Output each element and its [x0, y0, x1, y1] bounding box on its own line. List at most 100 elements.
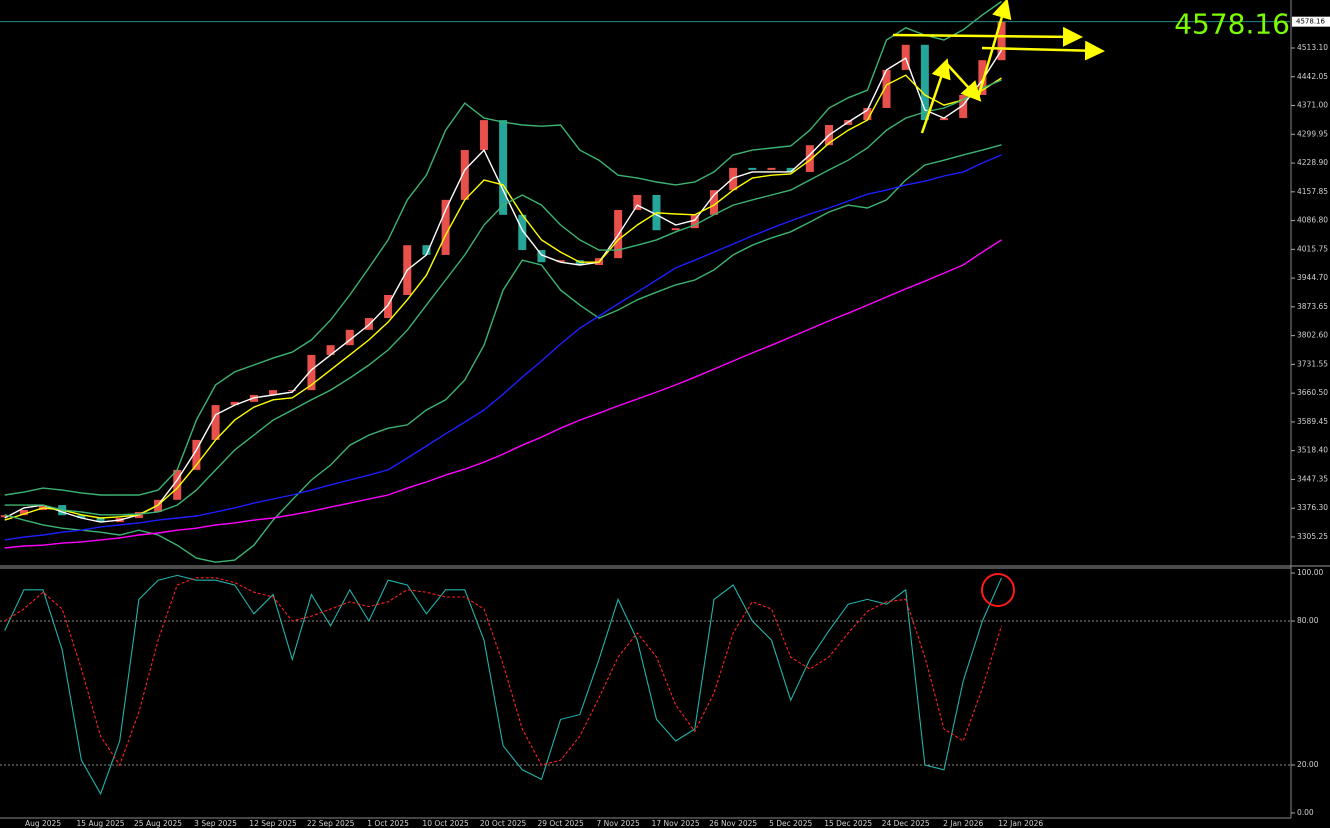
y-tick-label: 3589.45	[1297, 417, 1328, 426]
candle	[19, 509, 28, 516]
y-tick-label: 3518.40	[1297, 446, 1328, 455]
line-series	[4, 577, 1003, 767]
x-tick-label: 29 Oct 2025	[537, 819, 584, 828]
candle	[211, 405, 220, 440]
candle	[518, 214, 527, 251]
x-tick-label: 12 Sep 2025	[249, 819, 297, 828]
y-tick-label: 4228.90	[1297, 158, 1328, 167]
x-tick-label: 15 Dec 2025	[824, 819, 872, 828]
candle	[556, 260, 565, 263]
candle	[173, 469, 182, 500]
x-tick-label: 3 Sep 2025	[194, 819, 237, 828]
y-tick-label: 3944.70	[1297, 273, 1328, 282]
candle	[230, 401, 239, 406]
y-tick-label: 4371.00	[1297, 101, 1328, 110]
y-tick-label: 3305.25	[1297, 532, 1328, 541]
line-series	[4, 574, 1003, 796]
candle	[192, 439, 201, 470]
line-series	[4, 239, 1002, 549]
y-tick-label: 4442.05	[1297, 72, 1328, 81]
drawn-arrow	[920, 58, 951, 134]
candle	[633, 194, 642, 210]
candle	[0, 515, 9, 518]
x-tick-label: 26 Nov 2025	[709, 819, 757, 828]
x-tick-label: 10 Oct 2025	[422, 819, 469, 828]
x-tick-label: 25 Aug 2025	[134, 819, 182, 828]
candle	[882, 69, 891, 108]
y-tick-label: 3731.55	[1297, 359, 1328, 368]
candle	[901, 44, 910, 70]
candle	[96, 518, 105, 523]
candle	[288, 390, 297, 392]
candle	[671, 228, 680, 231]
candle	[709, 190, 718, 215]
line-series	[4, 144, 1002, 563]
y-tick-label: 4086.80	[1297, 216, 1328, 225]
current-price-tag: 4578.16	[1296, 18, 1325, 26]
x-tick-label: Aug 2025	[25, 819, 61, 828]
y-tick-label: 3873.65	[1297, 302, 1328, 311]
candle	[748, 167, 757, 170]
y-tick-label: 3376.30	[1297, 503, 1328, 512]
x-tick-label: 15 Aug 2025	[77, 819, 125, 828]
y-tick-label: 80.00	[1297, 616, 1319, 625]
line-series	[4, 79, 1002, 516]
y-tick-label: 100.00	[1297, 568, 1323, 577]
candle	[422, 245, 431, 255]
candle	[537, 250, 546, 263]
candle	[959, 95, 968, 119]
candle	[441, 199, 450, 255]
y-tick-label: 4513.10	[1297, 43, 1328, 52]
x-tick-label: 5 Dec 2025	[769, 819, 812, 828]
line-series	[4, 49, 1003, 523]
y-tick-label: 4157.85	[1297, 187, 1328, 196]
y-tick-label: 4015.75	[1297, 244, 1328, 253]
current-price-label: 4578.16	[1174, 8, 1290, 41]
candle	[786, 167, 795, 172]
candle	[326, 345, 335, 355]
candle	[863, 107, 872, 121]
candle	[729, 167, 738, 191]
line-series	[4, 154, 1002, 541]
x-tick-label: 12 Jan 2026	[998, 819, 1043, 828]
candle	[384, 294, 393, 319]
x-tick-label: 22 Sep 2025	[307, 819, 355, 828]
candle	[499, 120, 508, 215]
x-tick-label: 17 Nov 2025	[652, 819, 700, 828]
x-tick-label: 24 Dec 2025	[882, 819, 930, 828]
drawn-arrow	[981, 40, 1105, 61]
x-tick-label: 20 Oct 2025	[480, 819, 527, 828]
drawings	[892, 0, 1105, 134]
y-tick-label: 4299.95	[1297, 129, 1328, 138]
candle	[269, 390, 278, 395]
candle	[920, 44, 929, 121]
drawn-arrow	[976, 0, 1012, 99]
candle	[767, 167, 776, 170]
line-series	[4, 0, 1002, 496]
drawn-arrow	[945, 62, 982, 102]
y-tick-label: 20.00	[1297, 760, 1319, 769]
candle	[345, 329, 354, 346]
current-price-box	[1292, 16, 1330, 27]
candle	[940, 118, 949, 121]
candle	[479, 120, 488, 151]
candle	[307, 354, 316, 391]
line-series	[4, 74, 1002, 521]
y-tick-label: 3660.50	[1297, 388, 1328, 397]
x-tick-label: 2 Jan 2026	[943, 819, 983, 828]
highlight-circle	[981, 573, 1015, 607]
candle	[460, 150, 469, 200]
candle	[77, 515, 86, 519]
x-tick-label: 7 Nov 2025	[597, 819, 640, 828]
y-tick-label: 3447.35	[1297, 474, 1328, 483]
y-tick-label: 3802.60	[1297, 331, 1328, 340]
candle	[690, 214, 699, 229]
y-tick-label: 0.00	[1297, 808, 1314, 817]
candle	[978, 60, 987, 96]
candle	[805, 145, 814, 172]
candle	[997, 21, 1006, 61]
